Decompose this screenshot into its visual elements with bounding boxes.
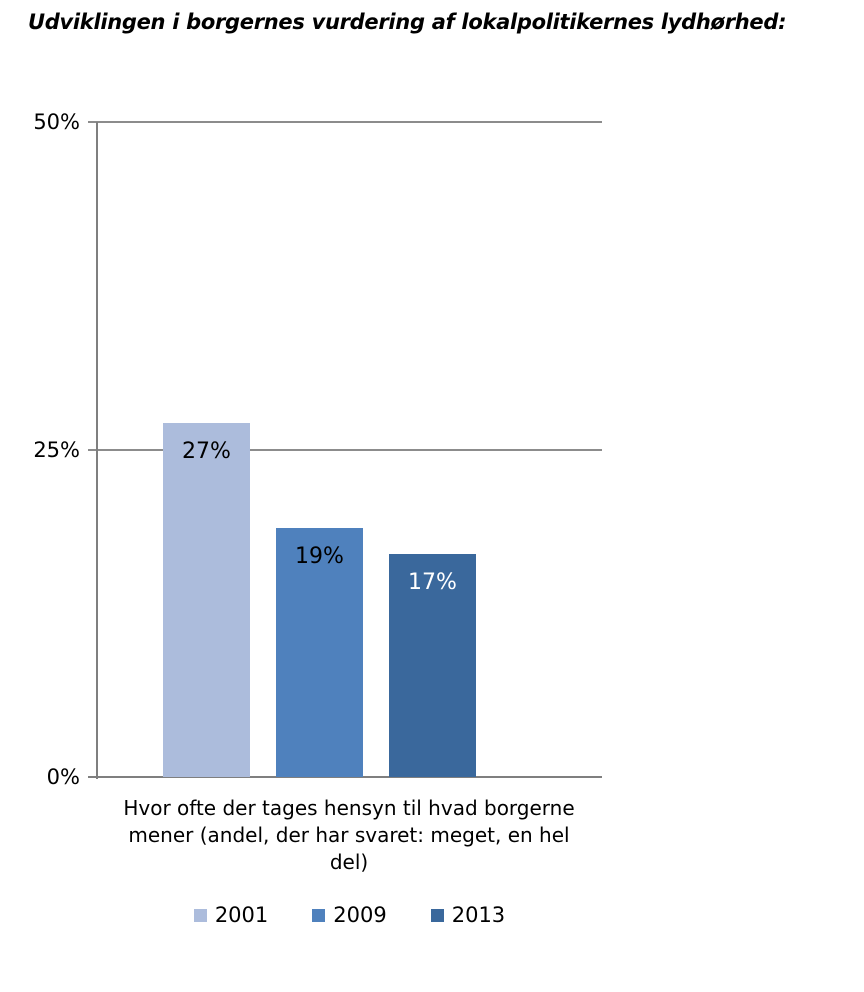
gridline-50% bbox=[88, 121, 602, 123]
y-tick-label-50%: 50% bbox=[33, 110, 80, 134]
gridline-25% bbox=[88, 449, 602, 451]
legend-item-2013: 2013 bbox=[430, 903, 506, 927]
bar-2009: 19% bbox=[276, 528, 363, 777]
legend-item-2009: 2009 bbox=[312, 903, 387, 927]
legend-label-2013: 2013 bbox=[451, 903, 506, 927]
legend-swatch-2001 bbox=[193, 908, 207, 922]
bar-data-label-2009: 19% bbox=[295, 544, 344, 569]
gridline-0% bbox=[88, 776, 602, 778]
legend-item-2001: 2001 bbox=[193, 903, 269, 927]
y-axis-line bbox=[96, 122, 98, 779]
legend-label-2009: 2009 bbox=[333, 903, 387, 927]
legend-label-2001: 2001 bbox=[214, 903, 269, 927]
x-axis-category-label: Hvor ofte der tages hensyn til hvad borg… bbox=[123, 796, 575, 874]
bar-data-label-2001: 27% bbox=[182, 439, 231, 464]
legend-swatch-2013 bbox=[430, 908, 444, 922]
y-tick-label-25%: 25% bbox=[33, 438, 80, 462]
chart-title: Udviklingen i borgernes vurdering af lok… bbox=[28, 10, 787, 34]
bar-2013: 17% bbox=[389, 554, 476, 777]
bar-2001: 27% bbox=[163, 423, 250, 777]
bar-data-label-2013: 17% bbox=[408, 570, 457, 595]
legend: 2001 2009 2013 bbox=[97, 903, 602, 927]
y-tick-label-0%: 0% bbox=[46, 765, 80, 789]
legend-swatch-2009 bbox=[312, 908, 326, 922]
